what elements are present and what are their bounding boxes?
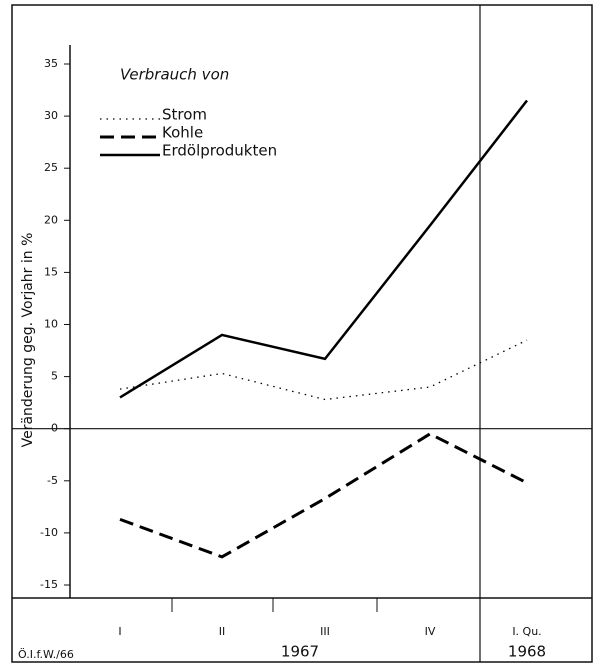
x-tick-label: I. Qu. bbox=[512, 625, 541, 638]
source: Ö.I.f.W./66 bbox=[18, 648, 74, 661]
y-tick-label: 5 bbox=[51, 370, 58, 383]
series-line bbox=[119, 339, 528, 401]
y-tick-label: 20 bbox=[44, 213, 58, 226]
y-tick-label: 25 bbox=[44, 161, 58, 174]
group-label: 1967 bbox=[281, 643, 319, 661]
series-line bbox=[119, 432, 528, 559]
y-tick-label: 30 bbox=[44, 109, 58, 122]
y-tick-label: 10 bbox=[44, 318, 58, 331]
legend-label: Strom bbox=[162, 106, 207, 124]
group-label: 1968 bbox=[508, 643, 546, 661]
x-tick-label: I bbox=[118, 625, 121, 638]
y-tick-label: -15 bbox=[40, 578, 58, 591]
x-tick-label: II bbox=[219, 625, 226, 638]
legend-label: Erdölprodukten bbox=[162, 142, 277, 160]
x-tick-label: IV bbox=[425, 625, 436, 638]
chart-title: Verbrauch von bbox=[120, 66, 229, 84]
y-axis-label: Veränderung geg. Vorjahr in % bbox=[20, 233, 36, 448]
x-tick-label: III bbox=[320, 625, 330, 638]
y-tick-label: 15 bbox=[44, 265, 58, 278]
y-tick-label: -5 bbox=[47, 474, 58, 487]
series-line bbox=[119, 99, 528, 399]
frame bbox=[11, 4, 593, 663]
y-tick-label: -10 bbox=[40, 526, 58, 539]
legend-label: Kohle bbox=[162, 124, 203, 142]
y-tick-label: 35 bbox=[44, 57, 58, 70]
